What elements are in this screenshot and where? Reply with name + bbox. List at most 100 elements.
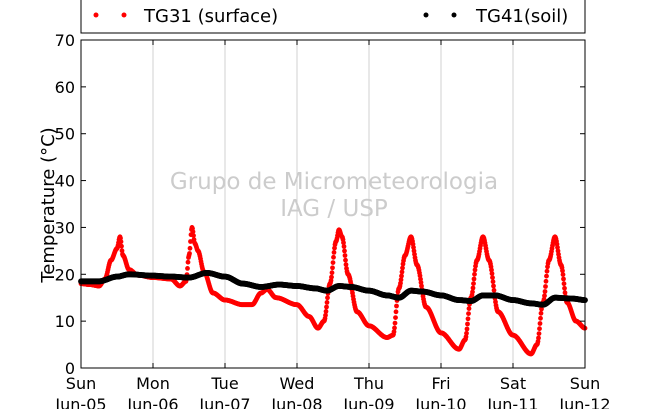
x-tick-label-date: Jun-11 xyxy=(486,395,538,409)
data-point xyxy=(562,285,567,291)
y-tick-label: 60 xyxy=(55,78,75,97)
data-point xyxy=(325,295,330,301)
data-point xyxy=(185,266,190,271)
watermark-line-2: IAG / USP xyxy=(280,196,388,222)
data-point xyxy=(330,265,335,271)
data-point xyxy=(538,310,544,316)
data-point xyxy=(190,229,196,235)
data-point xyxy=(466,306,472,311)
x-tick-label-date: Jun-10 xyxy=(414,395,466,409)
data-point xyxy=(560,268,565,274)
legend-label-surface: TG31 (surface) xyxy=(143,6,278,27)
data-point xyxy=(324,300,330,305)
data-point xyxy=(543,284,548,289)
x-tick-label-date: Jun-07 xyxy=(198,395,250,409)
data-point xyxy=(541,296,547,302)
data-point xyxy=(539,306,544,312)
data-point xyxy=(392,320,398,326)
legend-box xyxy=(80,0,586,34)
data-point xyxy=(393,315,398,320)
x-tick-label-day: Sat xyxy=(500,374,526,393)
x-tick-label-day: Fri xyxy=(431,374,450,393)
data-point xyxy=(191,233,196,239)
watermark: Grupo de Micrometeorologia IAG / USP xyxy=(170,169,498,222)
legend-marker-soil xyxy=(451,12,457,18)
y-tick-label: 50 xyxy=(55,125,75,144)
data-point xyxy=(187,251,192,256)
data-point xyxy=(543,278,549,284)
x-tick-label-date: Jun-06 xyxy=(126,395,178,409)
y-axis-label: Temperature (°C) xyxy=(38,127,59,283)
data-point xyxy=(465,316,471,322)
data-point xyxy=(342,253,348,258)
data-point xyxy=(538,315,543,321)
axes: Sun Jun-05 Mon Jun-06 Tue Jun-07 Wed Jun-08 Thu J… xyxy=(54,31,610,409)
data-point xyxy=(411,245,416,250)
data-point xyxy=(400,265,405,271)
data-point xyxy=(418,280,424,285)
data-point xyxy=(391,329,397,335)
data-point xyxy=(324,304,329,310)
x-tick-label-day: Thu xyxy=(353,374,384,393)
data-point xyxy=(464,326,470,332)
data-point xyxy=(341,244,347,249)
data-point xyxy=(419,283,424,289)
data-point xyxy=(489,271,495,276)
data-point xyxy=(119,243,124,249)
data-point xyxy=(394,303,399,309)
data-point xyxy=(185,259,191,265)
data-point xyxy=(187,245,193,251)
data-point xyxy=(542,289,548,294)
data-point xyxy=(562,290,568,296)
data-point xyxy=(536,335,541,341)
x-tick-label-date: Jun-09 xyxy=(342,395,394,409)
data-point xyxy=(561,276,566,282)
data-point xyxy=(329,270,335,276)
data-point xyxy=(490,279,496,285)
y-tick-label: 10 xyxy=(55,312,75,331)
data-point xyxy=(544,273,549,279)
series-layer xyxy=(78,225,588,357)
data-point xyxy=(329,274,334,280)
data-point xyxy=(537,321,543,326)
data-point xyxy=(343,262,349,267)
data-point xyxy=(463,334,469,340)
data-point xyxy=(118,239,124,245)
legend-marker-soil xyxy=(423,12,429,18)
data-point xyxy=(561,281,567,287)
plot-frame xyxy=(80,39,586,369)
data-point xyxy=(464,330,469,336)
data-point xyxy=(331,250,337,255)
data-point xyxy=(560,272,566,277)
data-point xyxy=(466,311,471,316)
data-point xyxy=(343,257,348,263)
data-point xyxy=(119,248,125,254)
data-point xyxy=(470,285,476,291)
series-soil xyxy=(78,270,588,308)
data-point xyxy=(471,276,477,282)
data-point xyxy=(491,283,496,289)
data-point xyxy=(489,267,494,273)
y-tick-label: 40 xyxy=(55,172,75,191)
legend-marker-surface xyxy=(93,12,99,18)
x-tick-label-day: Sun xyxy=(66,374,96,393)
grid xyxy=(152,40,514,368)
data-point xyxy=(544,268,550,274)
data-point xyxy=(188,239,193,244)
data-point xyxy=(555,245,560,250)
x-tick-label-date: Jun-12 xyxy=(558,395,610,409)
y-tick-label: 30 xyxy=(55,218,75,237)
data-point xyxy=(398,277,404,283)
x-tick-label-date: Jun-08 xyxy=(270,395,322,409)
legend-label-soil: TG41(soil) xyxy=(475,6,568,27)
x-tick-label-day: Wed xyxy=(280,374,315,393)
data-point xyxy=(399,269,405,275)
x-tick-label-day: Sun xyxy=(570,374,600,393)
data-point xyxy=(330,260,336,265)
y-tick-label: 0 xyxy=(65,359,75,378)
data-point xyxy=(118,235,123,241)
data-point xyxy=(471,281,476,286)
legend-marker-surface xyxy=(121,12,127,18)
data-point xyxy=(537,326,542,332)
